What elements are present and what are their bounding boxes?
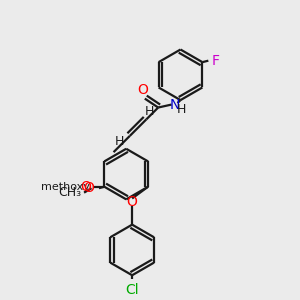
- Text: CH₃: CH₃: [58, 186, 81, 199]
- Text: O: O: [127, 195, 138, 209]
- Text: H: H: [145, 106, 154, 118]
- Text: F: F: [211, 54, 219, 68]
- Text: Cl: Cl: [125, 283, 139, 297]
- Text: O: O: [80, 180, 91, 194]
- Text: O: O: [137, 83, 148, 97]
- Text: methoxy: methoxy: [41, 182, 90, 192]
- Text: O: O: [84, 181, 94, 195]
- Text: H: H: [115, 135, 124, 148]
- Text: H: H: [176, 103, 186, 116]
- Text: N: N: [169, 98, 180, 112]
